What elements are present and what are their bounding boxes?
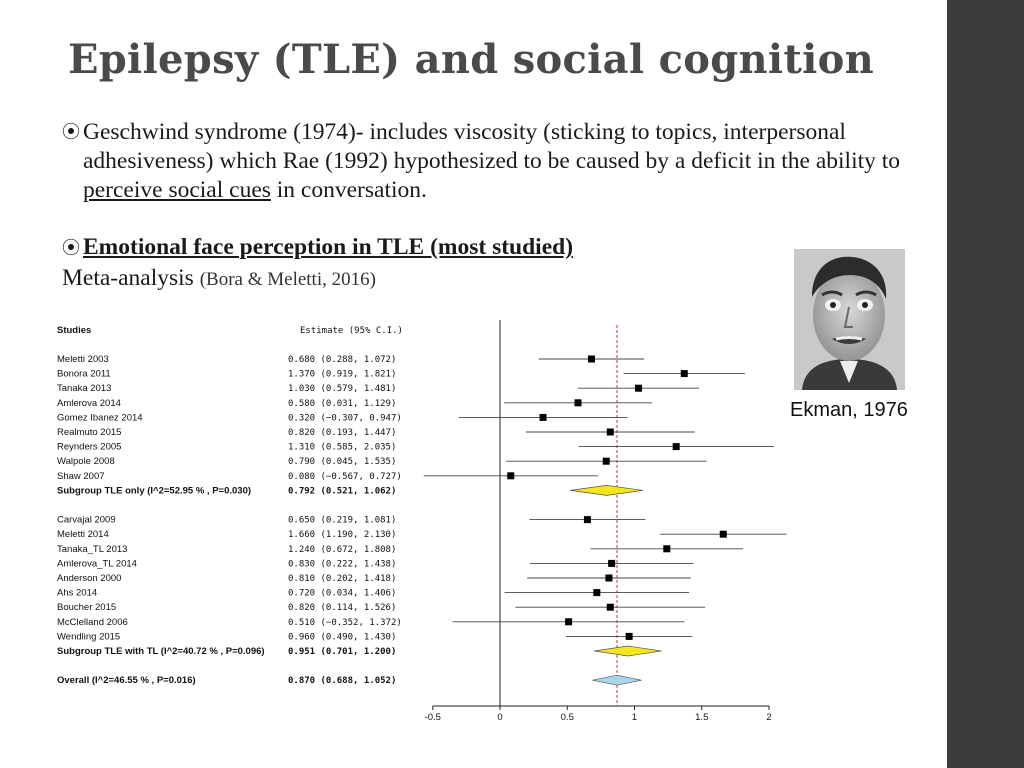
- study-name: Gomez Ibanez 2014: [57, 412, 143, 423]
- study-name: Meletti 2014: [57, 529, 109, 540]
- header-estimate: Estimate (95% C.I.): [300, 326, 403, 336]
- overall-name: Overall (I^2=46.55 % , P=0.016): [57, 675, 196, 686]
- face-illustration: [794, 249, 905, 390]
- bullet-text-part2: in conversation.: [270, 177, 427, 203]
- header-studies: Studies: [57, 325, 91, 336]
- x-tick-label: 0.5: [561, 712, 574, 723]
- estimate-square: [719, 530, 727, 538]
- study-name: Boucher 2015: [57, 602, 116, 613]
- underlined-phrase: perceive social cues: [83, 177, 271, 203]
- study-estimate: 0.720 (0.034, 1.406): [288, 589, 396, 599]
- estimate-square: [635, 384, 643, 392]
- x-tick-label: 1: [632, 712, 637, 723]
- estimate-square: [583, 516, 591, 524]
- x-tick-label: -0.5: [425, 712, 441, 723]
- subgroup-estimate: 0.951 (0.701, 1.200): [288, 647, 396, 657]
- study-estimate: 0.830 (0.222, 1.438): [288, 559, 396, 569]
- study-name: Walpole 2008: [57, 456, 115, 467]
- study-estimate: 0.580 (0.031, 1.129): [288, 399, 396, 409]
- estimate-square: [605, 574, 613, 582]
- bullet-geschwind: ⦿ Geschwind syndrome (1974)- includes vi…: [62, 118, 942, 205]
- estimate-square: [663, 545, 671, 553]
- bullet-heading: Emotional face perception in TLE (most s…: [83, 234, 574, 260]
- study-estimate: 0.320 (−0.307, 0.947): [288, 413, 402, 423]
- estimate-square: [606, 603, 614, 611]
- x-tick-label: 2: [766, 712, 771, 723]
- overall-diamond: [592, 674, 642, 686]
- photo-caption: Ekman, 1976: [790, 399, 908, 421]
- estimate-square: [672, 443, 680, 451]
- bullet-text-part1: Geschwind syndrome (1974)- includes visc…: [83, 119, 901, 174]
- study-estimate: 0.790 (0.045, 1.535): [288, 457, 396, 467]
- study-estimate: 0.820 (0.193, 1.447): [288, 428, 396, 438]
- study-estimate: 1.370 (0.919, 1.821): [288, 370, 396, 380]
- study-name: Reynders 2005: [57, 442, 121, 453]
- meta-analysis-label: Meta-analysis: [62, 265, 194, 291]
- study-name: Tanaka_TL 2013: [57, 544, 127, 555]
- plot-layer: -0.5 0 0.5 1 1.5 2 Meletti 2003 0.680 (0.288, 1…: [57, 320, 787, 723]
- study-estimate: 0.810 (0.202, 1.418): [288, 574, 396, 584]
- study-name: McClelland 2006: [57, 617, 128, 628]
- study-estimate: 0.680 (0.288, 1.072): [288, 355, 396, 365]
- study-name: Bonora 2011: [57, 369, 111, 380]
- study-name: Anderson 2000: [57, 573, 121, 584]
- estimate-square: [539, 413, 547, 421]
- ekman-face-photo: [794, 249, 905, 390]
- bullet-circle-icon: ⦿: [62, 238, 80, 258]
- estimate-square: [574, 399, 582, 407]
- estimate-square: [593, 589, 601, 597]
- study-estimate: 1.030 (0.579, 1.481): [288, 384, 396, 394]
- slide-title: Epilepsy (TLE) and social cognition: [68, 36, 875, 83]
- overall-estimate: 0.870 (0.688, 1.052): [288, 676, 396, 686]
- estimate-square: [587, 355, 595, 363]
- study-name: Tanaka 2013: [57, 383, 111, 394]
- x-tick-label: 0: [497, 712, 502, 723]
- study-name: Ahs 2014: [57, 588, 97, 599]
- bullet-text: Geschwind syndrome (1974)- includes visc…: [83, 118, 942, 205]
- study-name: Amlerova 2014: [57, 398, 121, 409]
- bullet-emotional-face: ⦿ Emotional face perception in TLE (most …: [62, 234, 573, 261]
- bullet-circle-icon: ⦿: [62, 122, 80, 142]
- study-estimate: 0.650 (0.219, 1.081): [288, 516, 396, 526]
- estimate-square: [565, 618, 573, 626]
- meta-analysis-line: Meta-analysis (Bora & Meletti, 2016): [62, 265, 376, 292]
- right-sidebar-bar: [947, 0, 1024, 768]
- study-name: Amlerova_TL 2014: [57, 558, 137, 569]
- estimate-square: [680, 370, 688, 378]
- subgroup-name: Subgroup TLE with TL (I^2=40.72 % , P=0.…: [57, 646, 265, 657]
- estimate-square: [625, 632, 633, 640]
- study-estimate: 1.310 (0.585, 2.035): [288, 443, 396, 453]
- estimate-square: [606, 428, 614, 436]
- subgroup-name: Subgroup TLE only (I^2=52.95 % , P=0.030…: [57, 485, 251, 496]
- study-estimate: 0.820 (0.114, 1.526): [288, 603, 396, 613]
- x-tick-label: 1.5: [695, 712, 708, 723]
- subgroup-estimate: 0.792 (0.521, 1.062): [288, 486, 396, 496]
- estimate-square: [507, 472, 515, 480]
- study-name: Meletti 2003: [57, 354, 109, 365]
- study-name: Shaw 2007: [57, 471, 105, 482]
- meta-analysis-citation: (Bora & Meletti, 2016): [199, 269, 376, 290]
- subgroup-diamond: [594, 645, 662, 657]
- estimate-square: [602, 457, 610, 465]
- estimate-square: [608, 559, 616, 567]
- study-estimate: 1.660 (1.190, 2.130): [288, 530, 396, 540]
- subgroup-diamond: [570, 485, 643, 496]
- study-estimate: 0.960 (0.490, 1.430): [288, 632, 396, 642]
- study-estimate: 0.080 (−0.567, 0.727): [288, 472, 402, 482]
- study-name: Realmuto 2015: [57, 427, 121, 438]
- study-name: Carvajal 2009: [57, 515, 116, 526]
- study-estimate: 0.510 (−0.352, 1.372): [288, 618, 402, 628]
- study-name: Wendling 2015: [57, 631, 120, 642]
- forest-plot: Studies Estimate (95% C.I.) -0.5 0 0.5 1 1.5…: [57, 320, 787, 723]
- study-estimate: 1.240 (0.672, 1.808): [288, 545, 396, 555]
